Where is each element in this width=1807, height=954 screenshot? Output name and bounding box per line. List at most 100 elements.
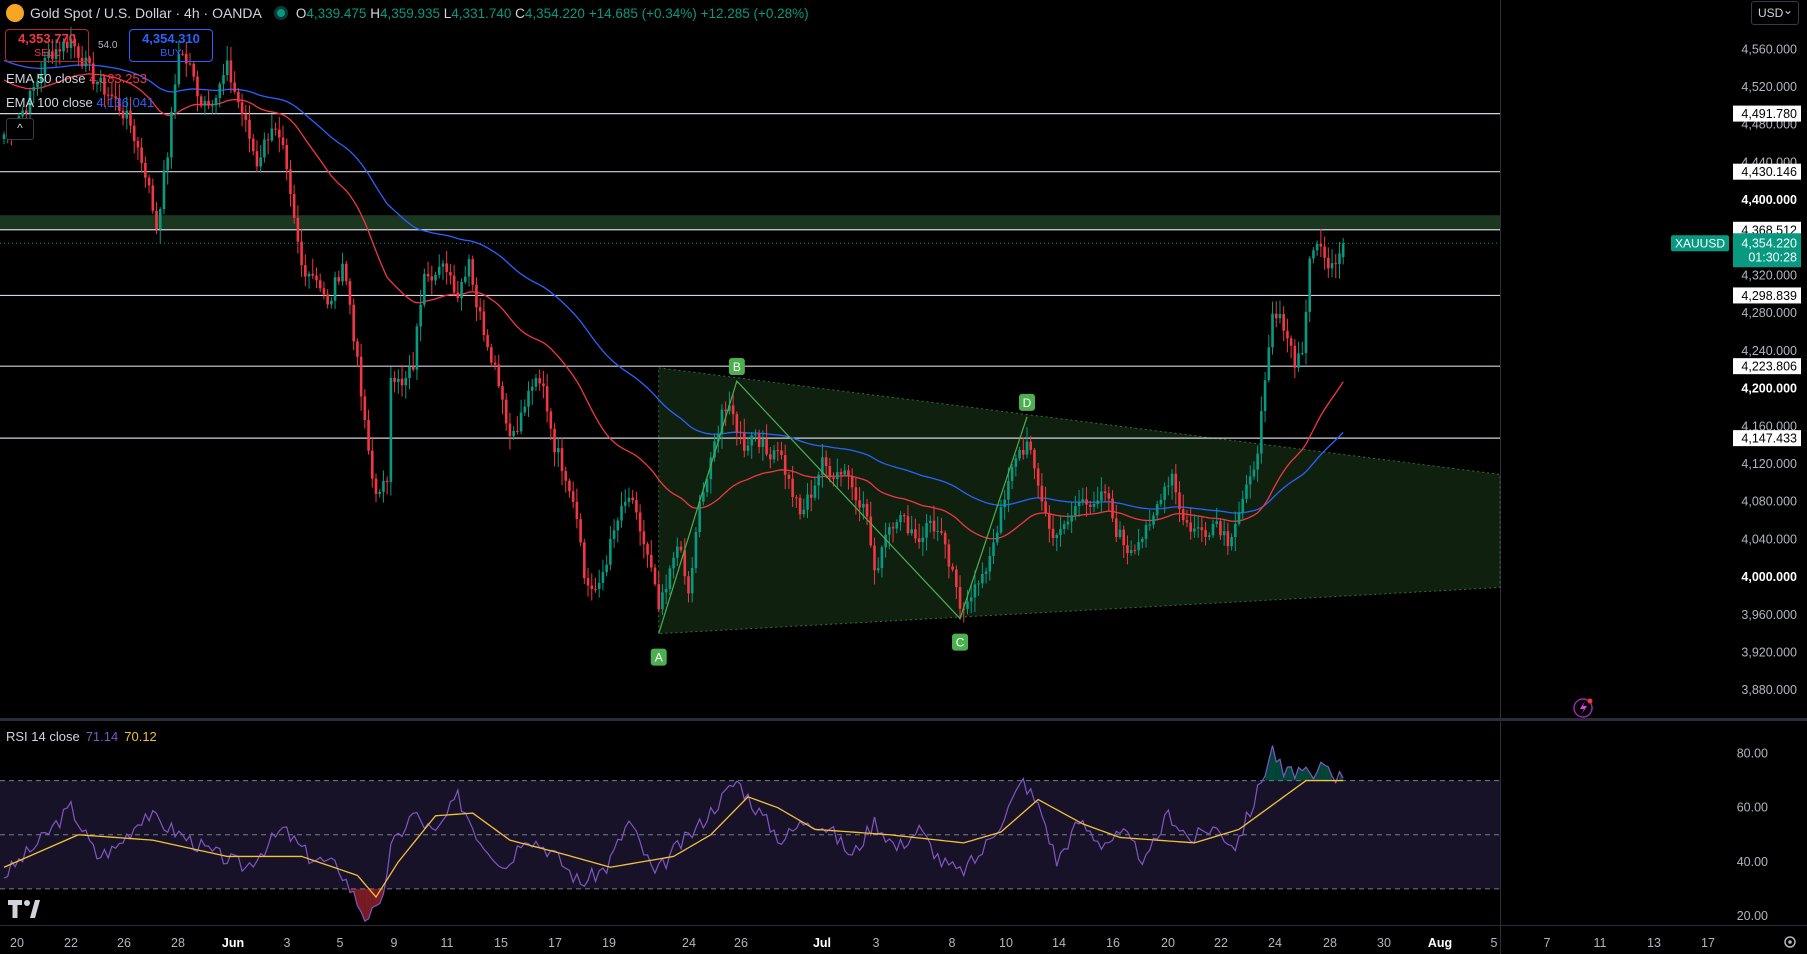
candle-body bbox=[225, 60, 229, 76]
level-label-3: 4,298.839 bbox=[1741, 289, 1797, 303]
rsi-legend[interactable]: RSI 14 close 71.14 70.12 bbox=[6, 729, 157, 744]
candle bbox=[1323, 236, 1326, 270]
symbol-title[interactable]: Gold Spot / U.S. Dollar · 4h · OANDA bbox=[30, 5, 262, 21]
time-tick-label: 9 bbox=[391, 936, 398, 950]
candle bbox=[530, 379, 534, 405]
sell-price: 4,353.770 bbox=[18, 31, 76, 46]
candle-body bbox=[1074, 506, 1077, 516]
candle-body bbox=[54, 49, 58, 59]
candle bbox=[80, 46, 84, 70]
candle bbox=[746, 436, 750, 456]
buy-price: 4,354.310 bbox=[142, 31, 200, 46]
candle-body bbox=[787, 474, 791, 479]
candle bbox=[359, 343, 363, 411]
candle bbox=[690, 557, 694, 603]
candle bbox=[1025, 427, 1029, 459]
candle-body bbox=[1241, 498, 1245, 513]
rsi-overbought-fill bbox=[1298, 767, 1303, 781]
candle-body bbox=[356, 341, 359, 357]
candle bbox=[441, 259, 445, 280]
candle bbox=[966, 589, 969, 615]
candle bbox=[590, 573, 594, 601]
candle-body bbox=[668, 568, 672, 589]
candle bbox=[311, 258, 315, 279]
candle bbox=[445, 250, 448, 285]
time-tick-label: 22 bbox=[64, 936, 78, 950]
candle-body bbox=[181, 53, 184, 55]
candle bbox=[542, 370, 545, 399]
candle-body bbox=[274, 128, 277, 130]
candle bbox=[791, 465, 794, 507]
candle bbox=[977, 580, 980, 596]
candle-body bbox=[2, 134, 6, 140]
lightning-icon-ring bbox=[1573, 698, 1593, 718]
candle bbox=[605, 555, 608, 577]
level-label-box-0 bbox=[1733, 105, 1801, 122]
candle-body bbox=[698, 501, 701, 533]
candle-body bbox=[899, 515, 902, 523]
time-tick-label: 15 bbox=[494, 936, 508, 950]
candle bbox=[1066, 513, 1070, 530]
ema100-legend[interactable]: EMA 100 close 4,136.041 bbox=[6, 95, 154, 110]
candle-body bbox=[404, 378, 408, 386]
candle bbox=[1304, 299, 1308, 365]
candle bbox=[880, 545, 884, 578]
candle bbox=[750, 432, 754, 459]
candle bbox=[776, 442, 780, 462]
candle bbox=[426, 261, 430, 282]
price-tick-label: 4,520.000 bbox=[1741, 80, 1797, 94]
candle-body bbox=[761, 438, 765, 447]
currency-selector[interactable]: USD bbox=[1751, 0, 1799, 25]
candle bbox=[1129, 540, 1133, 556]
candle-body bbox=[638, 512, 642, 532]
candle bbox=[839, 468, 843, 487]
candle bbox=[813, 477, 817, 501]
candle bbox=[255, 140, 259, 173]
candle-body bbox=[244, 114, 248, 120]
candle-body bbox=[605, 564, 608, 573]
buy-button[interactable]: 4,354.310 BUY bbox=[129, 29, 213, 62]
candle-body bbox=[222, 75, 225, 84]
candle bbox=[910, 515, 913, 536]
candle bbox=[757, 429, 761, 454]
candle-body bbox=[374, 478, 378, 494]
candle bbox=[460, 278, 463, 311]
candle-body bbox=[21, 110, 24, 117]
candle-body bbox=[1007, 481, 1010, 500]
candle bbox=[683, 538, 687, 585]
candle-body bbox=[463, 276, 467, 282]
candle bbox=[2, 131, 6, 145]
candle bbox=[1334, 253, 1338, 279]
candle bbox=[385, 476, 389, 495]
collapse-legend-button[interactable]: ^ bbox=[6, 118, 34, 140]
candle bbox=[705, 476, 709, 497]
candle-body bbox=[984, 571, 988, 574]
candle-body bbox=[1200, 527, 1204, 531]
candle-body bbox=[1196, 527, 1200, 529]
candle-body bbox=[397, 378, 400, 382]
sell-button[interactable]: 4,353.770 SELL bbox=[5, 29, 89, 62]
candle bbox=[497, 354, 501, 389]
candle-body bbox=[162, 170, 166, 210]
candle-body bbox=[1059, 529, 1062, 535]
ema50-legend[interactable]: EMA 50 close 4,183.253 bbox=[6, 71, 147, 86]
price-tick-label: 4,400.000 bbox=[1741, 193, 1797, 207]
rsi-tick-label: 80.00 bbox=[1737, 747, 1768, 761]
candle-body bbox=[1256, 453, 1259, 470]
candle-body bbox=[400, 378, 404, 386]
candle bbox=[1222, 519, 1226, 546]
candle-body bbox=[1174, 473, 1178, 493]
candle-body bbox=[103, 77, 106, 95]
candle bbox=[1085, 487, 1088, 517]
candle-body bbox=[791, 478, 794, 498]
candle-body bbox=[490, 347, 493, 363]
candle-body bbox=[1141, 538, 1144, 542]
low-value: 4,331.740 bbox=[451, 5, 512, 21]
candle bbox=[895, 519, 899, 534]
candle-body bbox=[928, 520, 932, 523]
candle-body bbox=[207, 100, 210, 106]
candle bbox=[471, 255, 475, 291]
candle-body bbox=[478, 307, 482, 312]
time-tick-label: 16 bbox=[1106, 936, 1120, 950]
